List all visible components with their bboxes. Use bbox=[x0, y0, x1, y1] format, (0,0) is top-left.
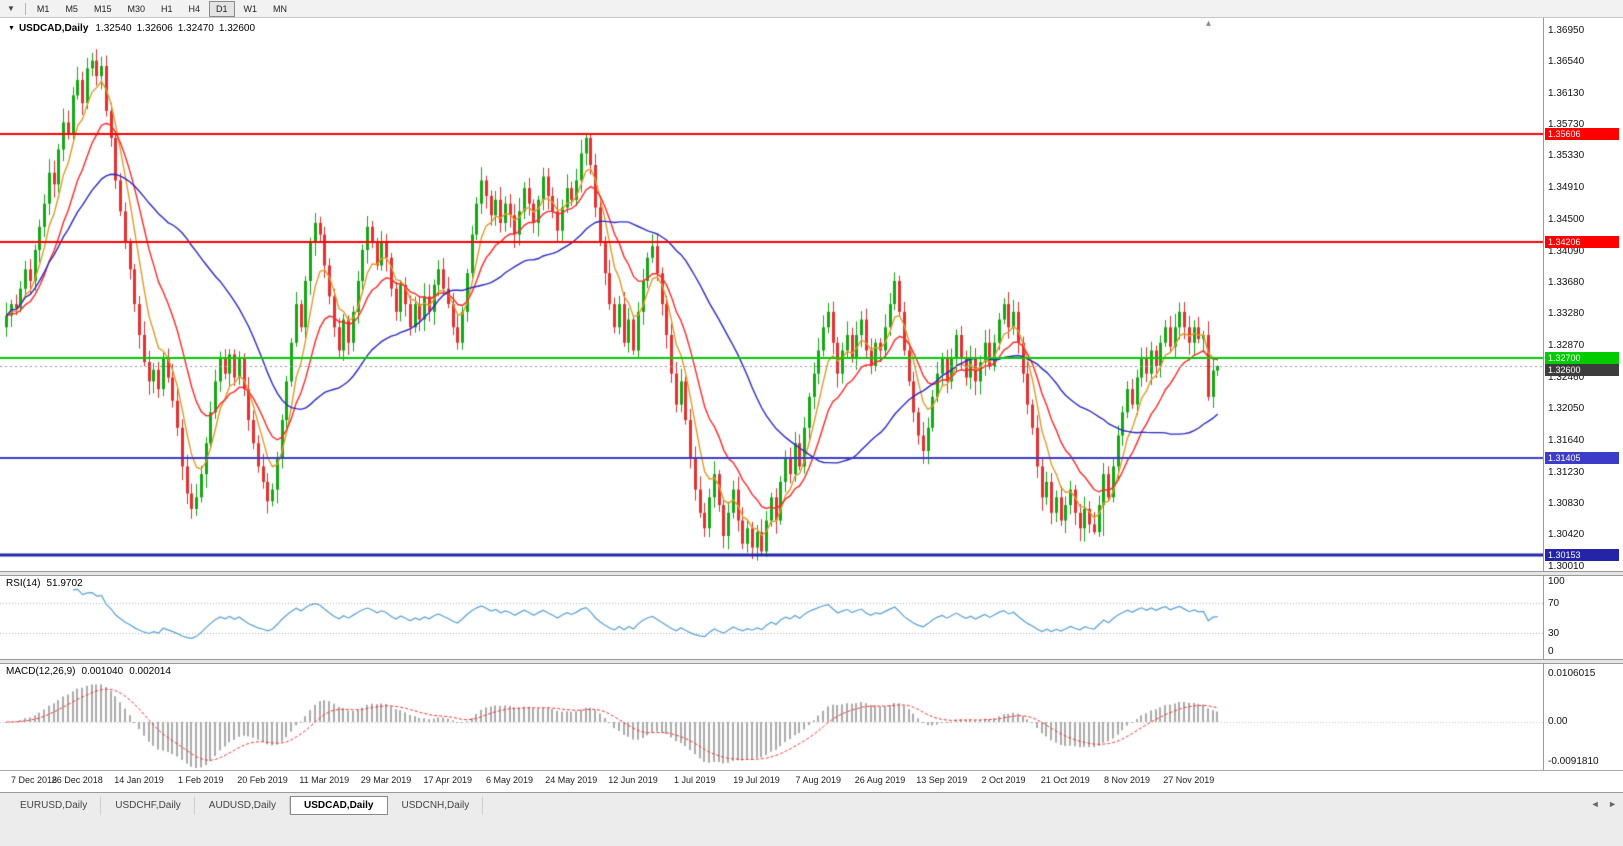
chart-title: ▼ USDCAD,Daily 1.32540 1.32606 1.32470 1.3260… bbox=[8, 23, 260, 34]
ohlc-close-value: 1.32600 bbox=[218, 23, 256, 34]
level-price-badge: 1.34206 bbox=[1545, 235, 1619, 248]
time-axis[interactable]: 7 Dec 2018 26 Dec 2018 14 Jan 2019 1 Feb 20… bbox=[0, 770, 1623, 792]
level-price-badge: 1.32700 bbox=[1545, 352, 1619, 365]
date-axis-label: 14 Jan 2019 bbox=[114, 775, 164, 785]
date-axis-label: 24 May 2019 bbox=[545, 775, 598, 785]
tab-scroll-controls: ◄ ► bbox=[1585, 799, 1617, 809]
chart-menu-dropdown-icon[interactable]: ▼ bbox=[7, 4, 15, 13]
timeframe-button-h1[interactable]: H1 bbox=[160, 3, 173, 14]
price-tick-label: 1.36540 bbox=[1548, 56, 1585, 68]
date-axis-label: 11 Mar 2019 bbox=[299, 775, 350, 785]
chart-symbol-label: USDCAD,Daily bbox=[18, 23, 89, 34]
price-tick-label: 1.36130 bbox=[1548, 88, 1585, 100]
price-tick-label: 1.32050 bbox=[1548, 403, 1585, 415]
tab-eurusd-daily[interactable]: EURUSD,Daily bbox=[6, 796, 102, 815]
ohlc-low-value: 1.32470 bbox=[177, 23, 214, 34]
timeframe-button-m30[interactable]: M30 bbox=[127, 3, 145, 14]
timeframe-button-d1[interactable]: D1 bbox=[209, 0, 235, 17]
level-price-badge: 1.35606 bbox=[1545, 127, 1619, 140]
toolbar-separator bbox=[24, 2, 26, 15]
macd-axis-label: -0.0091810 bbox=[1548, 756, 1599, 767]
ohlc-open-value: 1.32540 bbox=[95, 23, 132, 34]
date-axis-label: 7 Dec 2018 bbox=[10, 775, 58, 785]
chart-tabs-bar: EURUSD,Daily USDCHF,Daily AUDUSD,Daily USDC… bbox=[0, 792, 1623, 846]
date-axis-label: 17 Apr 2019 bbox=[423, 775, 473, 785]
macd-axis-label: 0.0106015 bbox=[1548, 668, 1596, 679]
current-price-badge: 1.32600 bbox=[1545, 363, 1619, 376]
date-axis-label: 20 Feb 2019 bbox=[237, 775, 288, 785]
date-axis-label: 8 Nov 2019 bbox=[1103, 775, 1151, 785]
date-axis-label: 2 Oct 2019 bbox=[981, 775, 1026, 785]
date-axis-label: 1 Feb 2019 bbox=[177, 775, 224, 785]
date-axis-label: 26 Aug 2019 bbox=[854, 775, 906, 785]
price-tick-label: 1.34910 bbox=[1548, 182, 1585, 194]
rsi-axis-label: 30 bbox=[1548, 628, 1560, 640]
tab-usdcad-daily[interactable]: USDCAD,Daily bbox=[290, 796, 388, 815]
level-price-badge: 1.30153 bbox=[1545, 549, 1619, 562]
chart-tabs: EURUSD,Daily USDCHF,Daily AUDUSD,Daily USDC… bbox=[0, 793, 1623, 815]
date-axis-label: 26 Dec 2018 bbox=[51, 775, 103, 785]
price-tick-label: 1.30420 bbox=[1548, 529, 1585, 541]
rsi-panel-separator[interactable] bbox=[0, 571, 1623, 576]
ohlc-high-value: 1.32606 bbox=[136, 23, 173, 34]
price-tick-label: 1.34500 bbox=[1548, 214, 1585, 226]
rsi-panel-label: RSI(14) 51.9702 bbox=[6, 578, 83, 589]
tabs-scroll-left-icon[interactable]: ◄ bbox=[1590, 799, 1600, 809]
price-tick-label: 1.32870 bbox=[1548, 340, 1585, 352]
timeframe-button-w1[interactable]: W1 bbox=[243, 3, 258, 14]
chart-marker-icon: ▼ bbox=[8, 25, 15, 32]
macd-main-value: 0.001040 bbox=[81, 666, 124, 677]
rsi-axis-label: 0 bbox=[1548, 646, 1554, 657]
date-axis-label: 7 Aug 2019 bbox=[795, 775, 842, 785]
tab-usdchf-daily[interactable]: USDCHF,Daily bbox=[101, 796, 195, 815]
date-axis-label: 1 Jul 2019 bbox=[673, 775, 716, 785]
date-axis-label: 19 Jul 2019 bbox=[733, 775, 780, 785]
timeframe-button-m5[interactable]: M5 bbox=[65, 3, 78, 14]
date-axis-label: 27 Nov 2019 bbox=[1163, 775, 1215, 785]
date-axis-label: 13 Sep 2019 bbox=[916, 775, 968, 785]
macd-panel-separator[interactable] bbox=[0, 659, 1623, 664]
price-tick-label: 1.36950 bbox=[1548, 24, 1585, 36]
date-axis-label: 6 May 2019 bbox=[485, 775, 534, 785]
macd-signal-value: 0.002014 bbox=[129, 666, 171, 677]
rsi-indicator-label: RSI(14) bbox=[6, 578, 41, 589]
rsi-indicator-value: 51.9702 bbox=[46, 578, 83, 589]
date-axis-label: 21 Oct 2019 bbox=[1040, 775, 1090, 785]
chart-shift-icon[interactable]: ▴ bbox=[1206, 18, 1212, 29]
rsi-axis-label: 70 bbox=[1548, 597, 1560, 609]
timeframe-button-mn[interactable]: MN bbox=[273, 3, 288, 14]
price-tick-label: 1.35730 bbox=[1548, 119, 1585, 131]
timeframe-button-m15[interactable]: M15 bbox=[93, 3, 112, 14]
price-tick-label: 1.30010 bbox=[1548, 561, 1585, 573]
macd-axis-label: 0.00 bbox=[1548, 716, 1568, 727]
price-tick-label: 1.33280 bbox=[1548, 308, 1585, 320]
macd-indicator-label: MACD(12,26,9) bbox=[6, 666, 76, 677]
date-axis-label: 12 Jun 2019 bbox=[608, 775, 658, 785]
price-tick-label: 1.32460 bbox=[1548, 371, 1585, 383]
timeframe-toolbar: ▼ M1 M5 M15 M30 H1 H4 D1 W1 MN bbox=[0, 0, 1623, 18]
timeframe-button-m1[interactable]: M1 bbox=[36, 3, 50, 14]
macd-panel-label: MACD(12,26,9) 0.001040 0.002014 bbox=[6, 666, 171, 677]
timeframe-button-h4[interactable]: H4 bbox=[188, 3, 201, 14]
tab-audusd-daily[interactable]: AUDUSD,Daily bbox=[194, 796, 291, 815]
timeframe-button-group: M1 M5 M15 M30 H1 H4 D1 W1 MN bbox=[29, 0, 295, 17]
price-tick-label: 1.33680 bbox=[1548, 277, 1585, 289]
tabs-scroll-right-icon[interactable]: ► bbox=[1608, 799, 1617, 809]
tab-usdcnh-daily[interactable]: USDCNH,Daily bbox=[387, 796, 484, 815]
price-tick-label: 1.35330 bbox=[1548, 149, 1585, 161]
price-axis[interactable]: 1.36950 1.36540 1.36130 1.35730 1.35330 1.349… bbox=[1543, 18, 1623, 770]
price-tick-label: 1.30830 bbox=[1548, 497, 1585, 509]
date-axis-label: 29 Mar 2019 bbox=[360, 775, 412, 785]
price-tick-label: 1.31230 bbox=[1548, 466, 1585, 478]
rsi-axis-label: 100 bbox=[1548, 576, 1565, 587]
price-tick-label: 1.34090 bbox=[1548, 245, 1585, 257]
level-price-badge: 1.31405 bbox=[1545, 452, 1619, 465]
price-tick-label: 1.31640 bbox=[1548, 435, 1585, 447]
